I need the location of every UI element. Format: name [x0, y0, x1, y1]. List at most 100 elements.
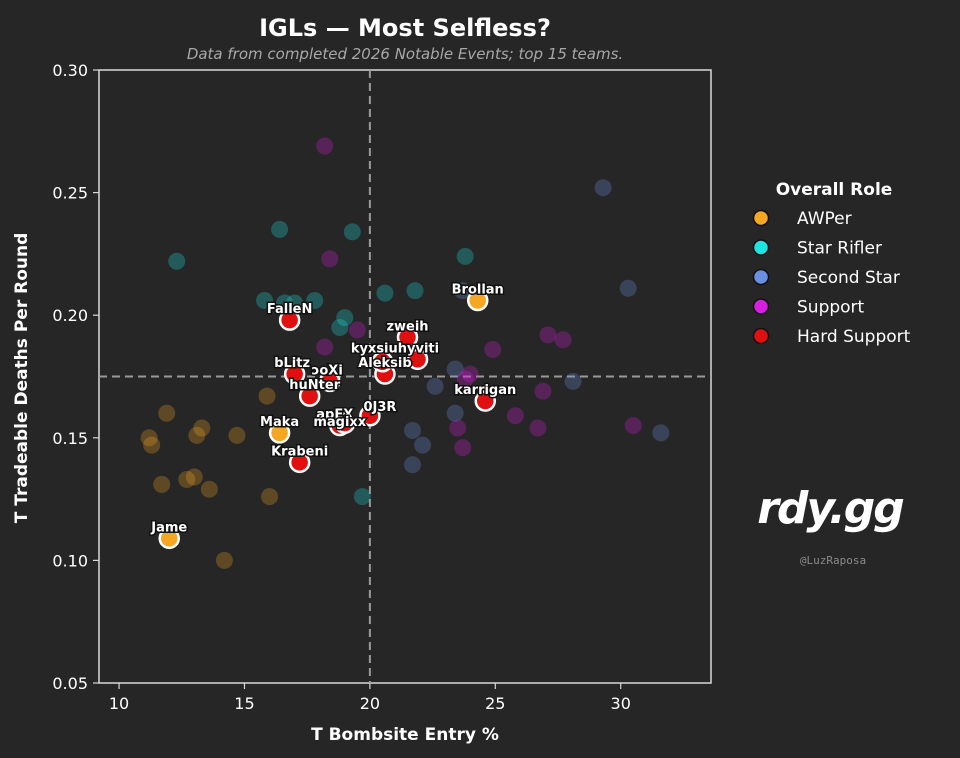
data-point [534, 382, 552, 400]
data-point [343, 223, 361, 241]
data-point [454, 282, 472, 300]
data-point [652, 424, 670, 442]
data-point [564, 372, 582, 390]
y-axis-label: T Tradeable Deaths Per Round [12, 233, 32, 524]
data-point [446, 404, 464, 422]
data-point [256, 291, 274, 309]
highlighted-point [334, 412, 356, 434]
legend-entry: Hard Support [797, 327, 911, 347]
data-point [261, 488, 279, 506]
legend-entry: Star Rifler [797, 239, 882, 259]
point-label: Brollan [452, 282, 504, 297]
data-point [316, 338, 334, 356]
data-point [454, 439, 472, 457]
x-tick-label: 10 [109, 694, 129, 713]
highlighted-point [466, 289, 489, 312]
legend-entry: AWPer [797, 209, 852, 229]
data-point [158, 404, 176, 422]
data-point [554, 331, 572, 349]
data-point [406, 282, 424, 300]
reference-lines [99, 70, 711, 683]
data-point [271, 220, 289, 238]
x-tick-label: 25 [485, 694, 505, 713]
data-point [153, 475, 171, 493]
data-point [200, 480, 218, 498]
y-tick-label: 0.05 [52, 674, 88, 693]
highlighted-points [158, 289, 497, 550]
legend-entry: Second Star [797, 268, 900, 288]
legend-marker [752, 268, 770, 286]
chart-subtitle: Data from completed 2026 Notable Events;… [187, 45, 623, 63]
point-label: bLitz [274, 356, 310, 371]
data-point [404, 456, 422, 474]
x-tick-label: 30 [611, 694, 631, 713]
legend: Overall Role AWPer Star Rifler Second Star… [752, 180, 911, 347]
data-point [594, 179, 612, 197]
data-point [376, 284, 394, 302]
data-point [348, 321, 366, 339]
highlighted-point [406, 348, 429, 371]
data-point [484, 341, 502, 359]
highlighted-point [298, 385, 321, 407]
legend-marker [752, 327, 770, 345]
data-point [529, 419, 547, 437]
data-point [185, 468, 203, 486]
y-tick-label: 0.20 [52, 306, 88, 325]
data-point [193, 419, 211, 437]
legend-marker [752, 298, 770, 315]
highlighted-point [268, 422, 291, 444]
data-point [404, 421, 422, 439]
point-label: Jame [150, 520, 187, 535]
x-tick-label: 20 [360, 694, 380, 713]
highlighted-point [359, 404, 381, 427]
point-label: Maka [260, 415, 299, 430]
highlighted-point [371, 351, 394, 373]
data-point [286, 294, 304, 312]
data-point [619, 279, 637, 297]
data-point [449, 419, 467, 437]
data-point [321, 250, 339, 268]
data-point [336, 309, 354, 327]
data-point [140, 429, 158, 447]
point-label: zweih [386, 319, 428, 334]
point-label: 0J3R [363, 400, 396, 415]
data-point [228, 426, 246, 444]
data-point [306, 291, 324, 309]
author-credit: @LuzRaposa [800, 554, 866, 567]
data-point [456, 247, 474, 265]
data-point [506, 407, 524, 425]
x-tick-label: 15 [234, 694, 254, 713]
x-axis-label: T Bombsite Entry % [311, 725, 499, 745]
point-label: magixx [313, 415, 366, 430]
highlighted-point [396, 326, 419, 349]
y-tick-label: 0.10 [52, 551, 88, 570]
data-point [446, 360, 464, 378]
data-point [331, 318, 349, 336]
data-point [178, 470, 196, 488]
y-tick-label: 0.25 [52, 184, 88, 203]
brand-logo: rdy.gg [757, 483, 904, 534]
data-point [316, 137, 334, 155]
highlighted-point [278, 309, 301, 331]
data-point [456, 370, 474, 388]
legend-title: Overall Role [776, 180, 893, 200]
point-label: ɔoXi [312, 363, 343, 378]
highlighted-point [283, 363, 306, 385]
highlighted-point [474, 390, 497, 412]
legend-entry: Support [797, 298, 865, 318]
data-point [353, 488, 371, 506]
point-label: apEX [316, 408, 353, 423]
legend-marker [752, 239, 770, 256]
highlighted-point [158, 527, 180, 550]
y-tick-label: 0.30 [52, 61, 88, 80]
data-point [624, 417, 642, 435]
data-point [215, 551, 233, 569]
data-point [539, 326, 557, 344]
point-label: kyxsiuhyviti [351, 341, 439, 356]
data-point [426, 377, 444, 395]
point-label: Aleksib [358, 356, 411, 371]
y-axis: 0.05 0.10 0.15 0.20 0.25 0.30 [52, 61, 99, 693]
data-point [276, 294, 294, 312]
